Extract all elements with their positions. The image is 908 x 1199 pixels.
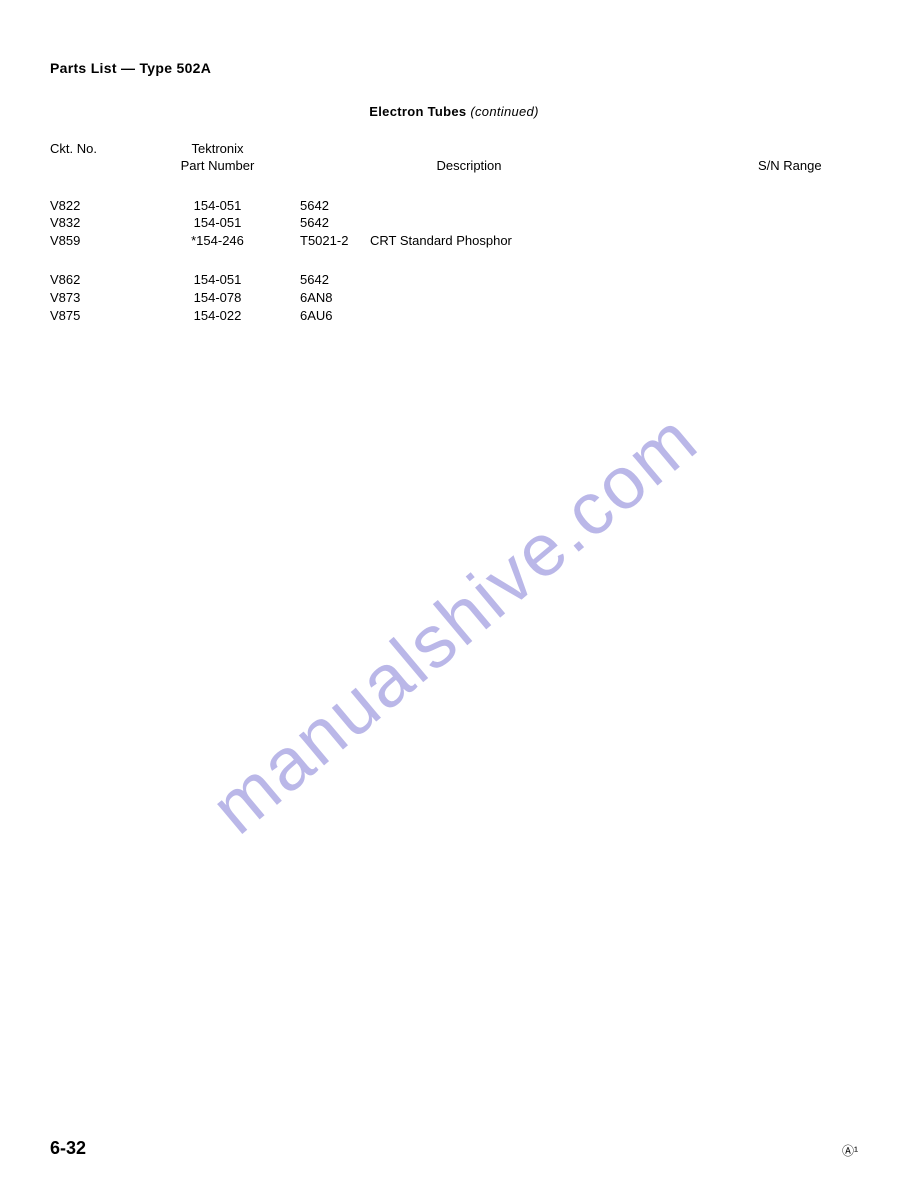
cell-part: *154-246 [135, 232, 300, 250]
cell-part: 154-051 [135, 197, 300, 215]
cell-ckt: V862 [50, 271, 135, 289]
table-row-block: V862154-0515642V873154-0786AN8V875154-02… [50, 271, 858, 324]
col-header-ckt-l2: Ckt. No. [50, 141, 135, 158]
page-header: Parts List — Type 502A [50, 60, 858, 76]
cell-desc [370, 289, 858, 307]
col-header-desc: Description [300, 141, 758, 175]
table-row: V822154-0515642 [50, 197, 858, 215]
cell-type: 5642 [300, 214, 370, 232]
col-header-ckt: Ckt. No. [50, 141, 135, 175]
table-row: V859*154-246T5021-2CRT Standard Phosphor [50, 232, 858, 250]
col-header-sn: S/N Range [758, 141, 858, 175]
cell-part: 154-051 [135, 271, 300, 289]
col-header-part: Tektronix Part Number [135, 141, 300, 175]
cell-ckt: V873 [50, 289, 135, 307]
section-title-main: Electron Tubes [369, 104, 466, 119]
cell-part: 154-078 [135, 289, 300, 307]
cell-desc [370, 214, 858, 232]
col-header-part-l2: Part Number [135, 158, 300, 175]
cell-type: 6AN8 [300, 289, 370, 307]
cell-type: 5642 [300, 197, 370, 215]
cell-ckt: V859 [50, 232, 135, 250]
table-header-row: Ckt. No. Tektronix Part Number Descripti… [50, 141, 858, 175]
cell-ckt: V822 [50, 197, 135, 215]
table-row: V862154-0515642 [50, 271, 858, 289]
parts-table: Ckt. No. Tektronix Part Number Descripti… [50, 141, 858, 324]
col-header-part-l1: Tektronix [135, 141, 300, 158]
cell-ckt: V832 [50, 214, 135, 232]
cell-part: 154-051 [135, 214, 300, 232]
cell-desc [370, 271, 858, 289]
col-header-desc-text: Description [300, 158, 638, 175]
cell-part: 154-022 [135, 307, 300, 325]
cell-desc: CRT Standard Phosphor [370, 232, 858, 250]
cell-type: T5021-2 [300, 232, 370, 250]
table-row: V873154-0786AN8 [50, 289, 858, 307]
footer-mark: Ⓐ¹ [842, 1142, 858, 1159]
table-row: V832154-0515642 [50, 214, 858, 232]
section-title-suffix: (continued) [470, 104, 538, 119]
cell-ckt: V875 [50, 307, 135, 325]
cell-desc [370, 307, 858, 325]
cell-type: 6AU6 [300, 307, 370, 325]
cell-type: 5642 [300, 271, 370, 289]
cell-desc [370, 197, 858, 215]
page-footer: 6-32 Ⓐ¹ [50, 1138, 858, 1159]
col-header-sn-text: S/N Range [758, 158, 858, 175]
watermark: manualshive.com [195, 396, 714, 851]
section-title: Electron Tubes (continued) [50, 104, 858, 119]
table-row: V875154-0226AU6 [50, 307, 858, 325]
table-row-block: V822154-0515642V832154-0515642V859*154-2… [50, 197, 858, 250]
page-number: 6-32 [50, 1138, 86, 1159]
